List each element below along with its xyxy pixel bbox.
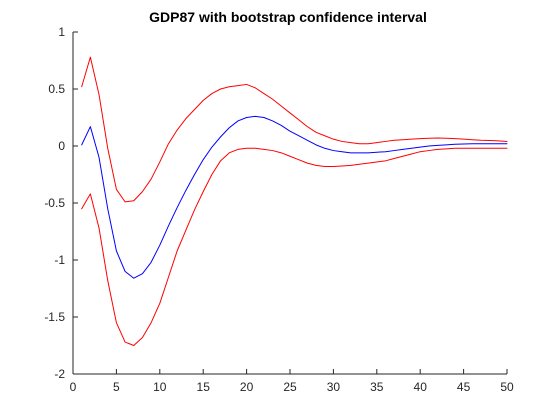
x-tick-label: 10 xyxy=(153,380,167,394)
x-tick-label: 45 xyxy=(457,380,471,394)
x-tick-label: 5 xyxy=(113,380,120,394)
lower-bound-line xyxy=(81,147,508,346)
y-tick-label: -0.5 xyxy=(44,196,65,210)
x-tick-label: 40 xyxy=(414,380,428,394)
y-tick-label: 1 xyxy=(58,25,65,39)
y-tick-label: -1.5 xyxy=(44,310,65,324)
estimate-line xyxy=(81,115,508,279)
x-tick-label: 35 xyxy=(370,380,384,394)
x-tick-label: 20 xyxy=(240,380,254,394)
x-tick-label: 25 xyxy=(283,380,297,394)
x-tick-label: 0 xyxy=(70,380,77,394)
y-tick-label: -2 xyxy=(54,367,65,381)
chart-title: GDP87 with bootstrap confidence interval xyxy=(149,9,427,25)
y-tick-label: 0.5 xyxy=(48,82,65,96)
upper-bound-line xyxy=(81,56,508,203)
x-tick-label: 15 xyxy=(197,380,211,394)
x-tick-label: 50 xyxy=(500,380,514,394)
series-layer xyxy=(81,56,508,346)
x-tick-label: 30 xyxy=(327,380,341,394)
y-tick-label: -1 xyxy=(54,253,65,267)
tick-layer: 0 5 10 15 20 25 30 35 40 45 50 -2 -1.5 -1 -0.5 0 0.5 1 xyxy=(44,25,514,394)
y-tick-label: 0 xyxy=(58,139,65,153)
axes xyxy=(72,32,507,375)
